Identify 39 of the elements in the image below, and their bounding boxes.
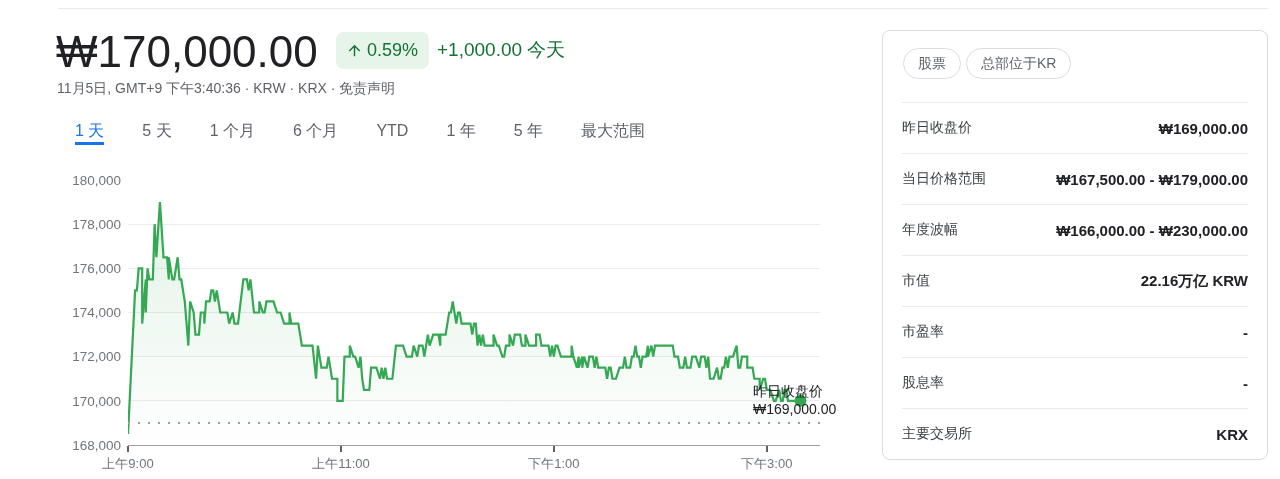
text: 总部位于KR	[966, 48, 1072, 79]
category-label: 当日价格范围	[902, 170, 986, 188]
y-tick-label: 172,000	[72, 349, 121, 365]
text: 22.16万亿 KRW	[1140, 271, 1248, 289]
text: 5 天	[142, 121, 172, 141]
category-label: 年度波幅	[902, 221, 958, 239]
category-label: 股息率	[902, 374, 944, 392]
category-label: 市值	[902, 272, 930, 290]
text: 1 天	[75, 120, 105, 145]
x-tick-label: 上午11:00	[312, 455, 370, 471]
text: -	[1243, 323, 1248, 341]
text: 0.59%	[367, 40, 419, 61]
y-tick-label: 176,000	[72, 261, 121, 277]
text: 1 个月	[209, 121, 256, 141]
text: ₩167,500.00 - ₩179,000.00	[1056, 170, 1248, 188]
text: -	[1243, 374, 1248, 392]
text: ₩166,000.00 - ₩230,000.00	[1056, 221, 1248, 239]
chart-title: ₩170,000.00	[56, 26, 318, 78]
x-tick-label: 上午9:00	[102, 455, 154, 471]
text: 6 个月	[293, 121, 339, 141]
x-tick-label: 下午1:00	[528, 455, 580, 471]
text: YTD	[376, 121, 409, 141]
text: ₩169,000.00	[1158, 119, 1248, 137]
text: 5 年	[513, 121, 544, 141]
text: 股票	[903, 48, 961, 79]
category-label: 昨日收盘价	[902, 119, 972, 137]
y-tick-label: 180,000	[72, 172, 121, 188]
text: 最大范围	[581, 121, 646, 141]
text: +1,000.00 今天	[437, 38, 566, 62]
category-label: 市盈率	[902, 323, 944, 341]
y-tick-label: 178,000	[72, 216, 121, 232]
y-tick-label: 168,000	[72, 437, 121, 453]
category-label: 主要交易所	[902, 425, 972, 443]
y-tick-label: 174,000	[72, 305, 121, 321]
text: 1 年	[446, 121, 476, 141]
chart-subtitle: 11月5日, GMT+9 下午3:40:36 · KRW · KRX · 免责声明	[57, 79, 396, 98]
x-tick-label: 下午3:00	[741, 455, 793, 471]
text: KRX	[1216, 425, 1248, 443]
y-tick-label: 170,000	[72, 393, 121, 409]
